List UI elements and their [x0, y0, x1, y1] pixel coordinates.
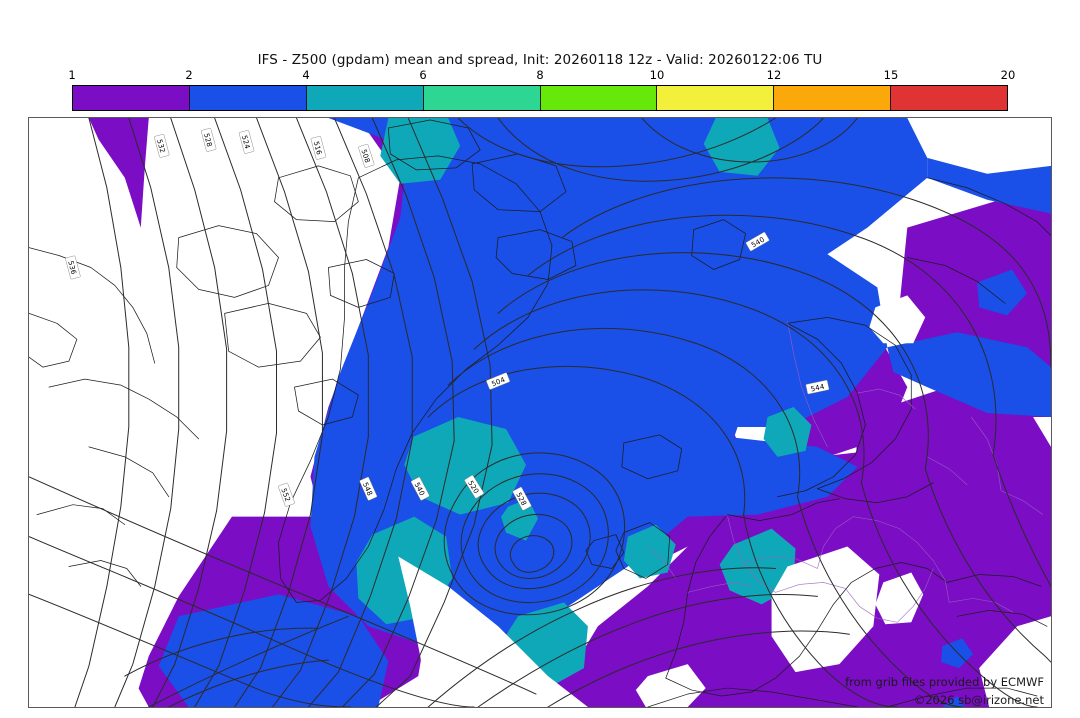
- colorbar-tick-12: 12: [766, 68, 782, 82]
- colorbar-segment-15-20: [891, 86, 1007, 110]
- colorbar-tick-1: 1: [68, 68, 76, 82]
- colorbar-segment-2-4: [189, 86, 307, 110]
- map-svg: 536 532 528 524: [29, 118, 1051, 707]
- colorbar-tick-4: 4: [302, 68, 310, 82]
- spread-band-2-4: [158, 118, 1051, 707]
- svg-text:544: 544: [810, 383, 826, 394]
- colorbar-tick-8: 8: [536, 68, 544, 82]
- svg-text:508: 508: [359, 148, 371, 164]
- colorbar-legend: 1 2 4 6 8 10 12 15 20: [68, 68, 1015, 112]
- colorbar-segment-4-6: [306, 86, 424, 110]
- colorbar-tick-labels: 1 2 4 6 8 10 12 15 20: [68, 68, 1015, 84]
- colorbar-swatches: [72, 85, 1008, 111]
- svg-text:516: 516: [312, 140, 323, 155]
- spread-fill-layer: [76, 118, 1051, 707]
- svg-text:524: 524: [240, 134, 251, 150]
- credits-line-2: ©2026 sb@irizone.net: [913, 693, 1044, 708]
- colorbar-segment-10-12: [657, 86, 775, 110]
- colorbar-tick-2: 2: [185, 68, 193, 82]
- svg-text:528: 528: [202, 132, 213, 147]
- page-title: IFS - Z500 (gpdam) mean and spread, Init…: [257, 52, 823, 68]
- contour-layer: [29, 118, 1051, 707]
- svg-text:536: 536: [66, 260, 77, 275]
- contour-label-layer: 536 532 528 524: [65, 128, 830, 511]
- colorbar-segment-12-15: [774, 86, 892, 110]
- colorbar-tick-10: 10: [649, 68, 665, 82]
- political-border-layer: [647, 321, 1044, 623]
- colorbar-segment-1-2: [73, 86, 190, 110]
- credits-line-1: from grib files provided by ECMWF: [845, 675, 1044, 690]
- colorbar-tick-15: 15: [883, 68, 899, 82]
- colorbar-tick-6: 6: [419, 68, 427, 82]
- colorbar-segment-8-10: [540, 86, 658, 110]
- no-spread-areas: [29, 118, 1051, 707]
- svg-text:532: 532: [155, 138, 166, 153]
- colorbar-tick-20: 20: [1000, 68, 1016, 82]
- colorbar-segment-6-8: [423, 86, 541, 110]
- credits-block: from grib files provided by ECMWF ©2026 …: [845, 674, 1044, 710]
- map-canvas[interactable]: 536 532 528 524: [28, 117, 1052, 708]
